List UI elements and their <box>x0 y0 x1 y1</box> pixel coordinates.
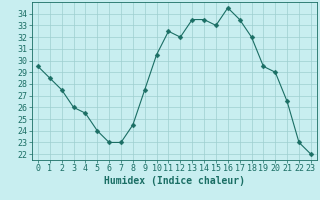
X-axis label: Humidex (Indice chaleur): Humidex (Indice chaleur) <box>104 176 245 186</box>
